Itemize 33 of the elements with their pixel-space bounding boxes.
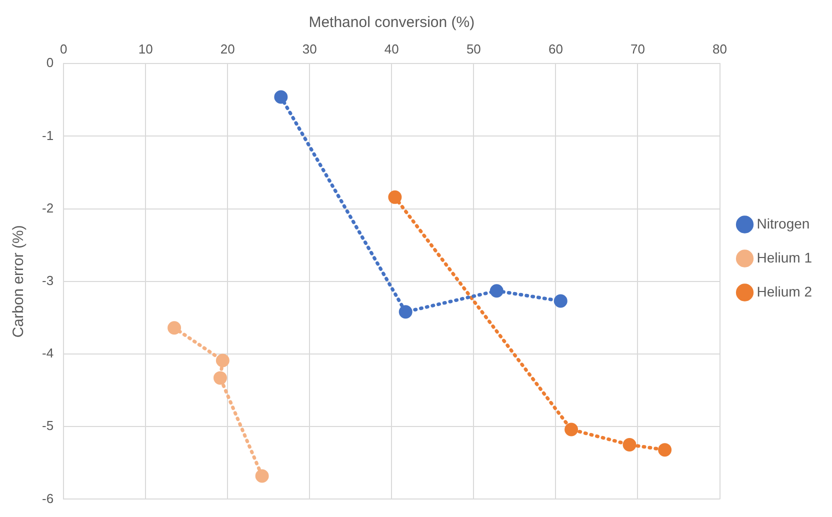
y-tick-label: -5	[42, 418, 54, 434]
y-tick-label: 0	[46, 55, 54, 70]
point	[398, 305, 412, 319]
x-tick-label: 40	[384, 41, 399, 56]
point	[564, 422, 578, 436]
x-tick-label: 70	[630, 41, 645, 56]
point	[168, 321, 182, 335]
x-axis-title: Methanol conversion (%)	[308, 14, 475, 32]
point	[388, 190, 402, 204]
x-tick-label: 0	[60, 41, 68, 56]
x-tick-label: 50	[466, 41, 481, 56]
point	[622, 438, 636, 452]
y-tick-label: -6	[42, 490, 54, 506]
point	[274, 90, 288, 104]
point	[490, 284, 504, 298]
y-tick-label: -1	[42, 128, 54, 143]
x-tick-label: 80	[712, 41, 727, 56]
y-tick-label: -2	[42, 200, 54, 216]
legend-label: Nitrogen	[756, 215, 810, 232]
y-tick-label: -3	[42, 272, 54, 288]
point	[658, 443, 672, 457]
x-tick-label: 30	[302, 41, 317, 56]
legend-label: Helium 1	[756, 249, 812, 266]
y-axis-title: Carbon error (%)	[10, 225, 28, 338]
legend-label: Helium 2	[756, 283, 812, 300]
x-tick-label: 10	[138, 41, 153, 56]
x-tick-label: 20	[220, 41, 235, 56]
point	[255, 469, 269, 483]
point	[216, 354, 230, 368]
point	[213, 371, 227, 385]
y-tick-label: -4	[42, 346, 54, 361]
point	[554, 294, 568, 308]
x-tick-label: 60	[548, 41, 563, 56]
